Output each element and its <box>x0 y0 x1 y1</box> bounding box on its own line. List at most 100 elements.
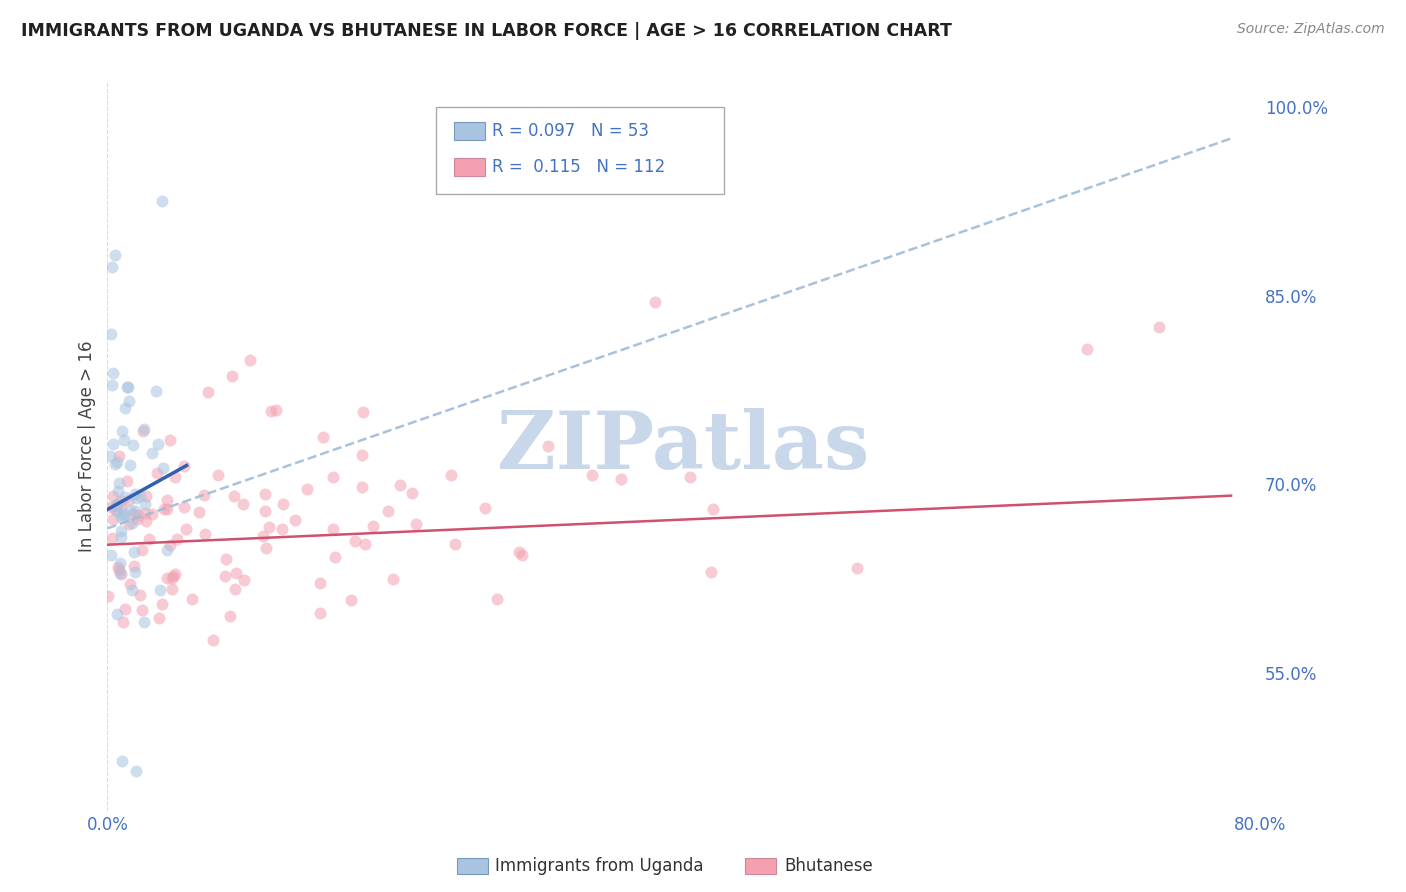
Point <box>138 532 160 546</box>
Point <box>322 522 344 536</box>
Point <box>98 449 121 463</box>
Point <box>156 493 179 508</box>
Point <box>166 533 188 547</box>
Point <box>284 513 307 527</box>
Point <box>110 567 132 582</box>
Point <box>131 543 153 558</box>
Point <box>125 491 148 505</box>
Point <box>108 449 131 463</box>
Point <box>141 507 163 521</box>
Point <box>610 472 633 486</box>
Point <box>112 433 135 447</box>
Point <box>132 424 155 438</box>
Point <box>361 519 384 533</box>
Point <box>162 568 184 582</box>
Point <box>135 514 157 528</box>
Point <box>115 380 138 394</box>
Point <box>221 368 243 383</box>
Point <box>207 467 229 482</box>
Point <box>121 516 143 531</box>
Point <box>260 403 283 417</box>
Point <box>174 522 197 536</box>
Point <box>122 438 145 452</box>
Point <box>193 488 215 502</box>
Point <box>312 430 335 444</box>
Point <box>124 487 146 501</box>
Point <box>118 516 141 531</box>
Text: Bhutanese: Bhutanese <box>785 857 873 875</box>
Point <box>440 467 463 482</box>
Point <box>114 401 136 416</box>
Point <box>322 470 344 484</box>
Point <box>122 558 145 573</box>
Point <box>129 489 152 503</box>
Point <box>219 609 242 624</box>
Point <box>124 566 146 580</box>
Point <box>254 486 277 500</box>
Point <box>352 448 374 462</box>
Point <box>156 502 179 516</box>
Point <box>101 377 124 392</box>
Point <box>581 468 603 483</box>
Point <box>114 490 136 504</box>
Point <box>107 499 129 513</box>
Point <box>271 497 294 511</box>
Point <box>537 439 560 453</box>
Point <box>700 565 723 579</box>
Point <box>225 566 247 580</box>
Point <box>100 500 122 514</box>
Point <box>108 556 131 570</box>
Point <box>108 566 131 581</box>
Point <box>132 615 155 630</box>
Point <box>150 194 173 209</box>
Point <box>214 551 236 566</box>
Point <box>111 424 134 438</box>
Point <box>118 492 141 507</box>
Point <box>224 582 246 597</box>
Point <box>104 457 127 471</box>
Point <box>110 500 132 514</box>
Point <box>173 459 195 474</box>
Point <box>254 541 277 556</box>
Point <box>114 602 136 616</box>
Text: Immigrants from Uganda: Immigrants from Uganda <box>495 857 703 875</box>
Point <box>702 501 724 516</box>
Point <box>343 533 366 548</box>
Text: IMMIGRANTS FROM UGANDA VS BHUTANESE IN LABOR FORCE | AGE > 16 CORRELATION CHART: IMMIGRANTS FROM UGANDA VS BHUTANESE IN L… <box>21 22 952 40</box>
Point <box>100 260 122 274</box>
Point <box>1076 342 1098 356</box>
Point <box>485 591 508 606</box>
Point <box>101 437 124 451</box>
Point <box>135 489 157 503</box>
Point <box>105 607 128 621</box>
Point <box>160 582 183 596</box>
Text: ZIPatlas: ZIPatlas <box>498 408 870 485</box>
Point <box>118 577 141 591</box>
Point <box>165 470 187 484</box>
Point <box>101 489 124 503</box>
Point <box>1147 320 1170 334</box>
Point <box>145 384 167 399</box>
Point <box>124 504 146 518</box>
Point <box>103 248 125 262</box>
Point <box>173 500 195 514</box>
Point <box>97 590 120 604</box>
Point <box>194 527 217 541</box>
Point <box>112 508 135 522</box>
Point <box>160 571 183 585</box>
Point <box>101 531 124 545</box>
Point <box>141 445 163 459</box>
Point <box>232 497 254 511</box>
Point <box>128 588 150 602</box>
Point <box>354 537 377 551</box>
Point <box>112 615 135 629</box>
Point <box>110 510 132 524</box>
Point <box>512 548 534 562</box>
Point <box>110 524 132 539</box>
Text: R =  0.115   N = 112: R = 0.115 N = 112 <box>492 158 665 176</box>
Point <box>111 754 134 768</box>
Point <box>105 497 128 511</box>
Point <box>388 478 411 492</box>
Point <box>107 484 129 499</box>
Point <box>845 560 868 574</box>
